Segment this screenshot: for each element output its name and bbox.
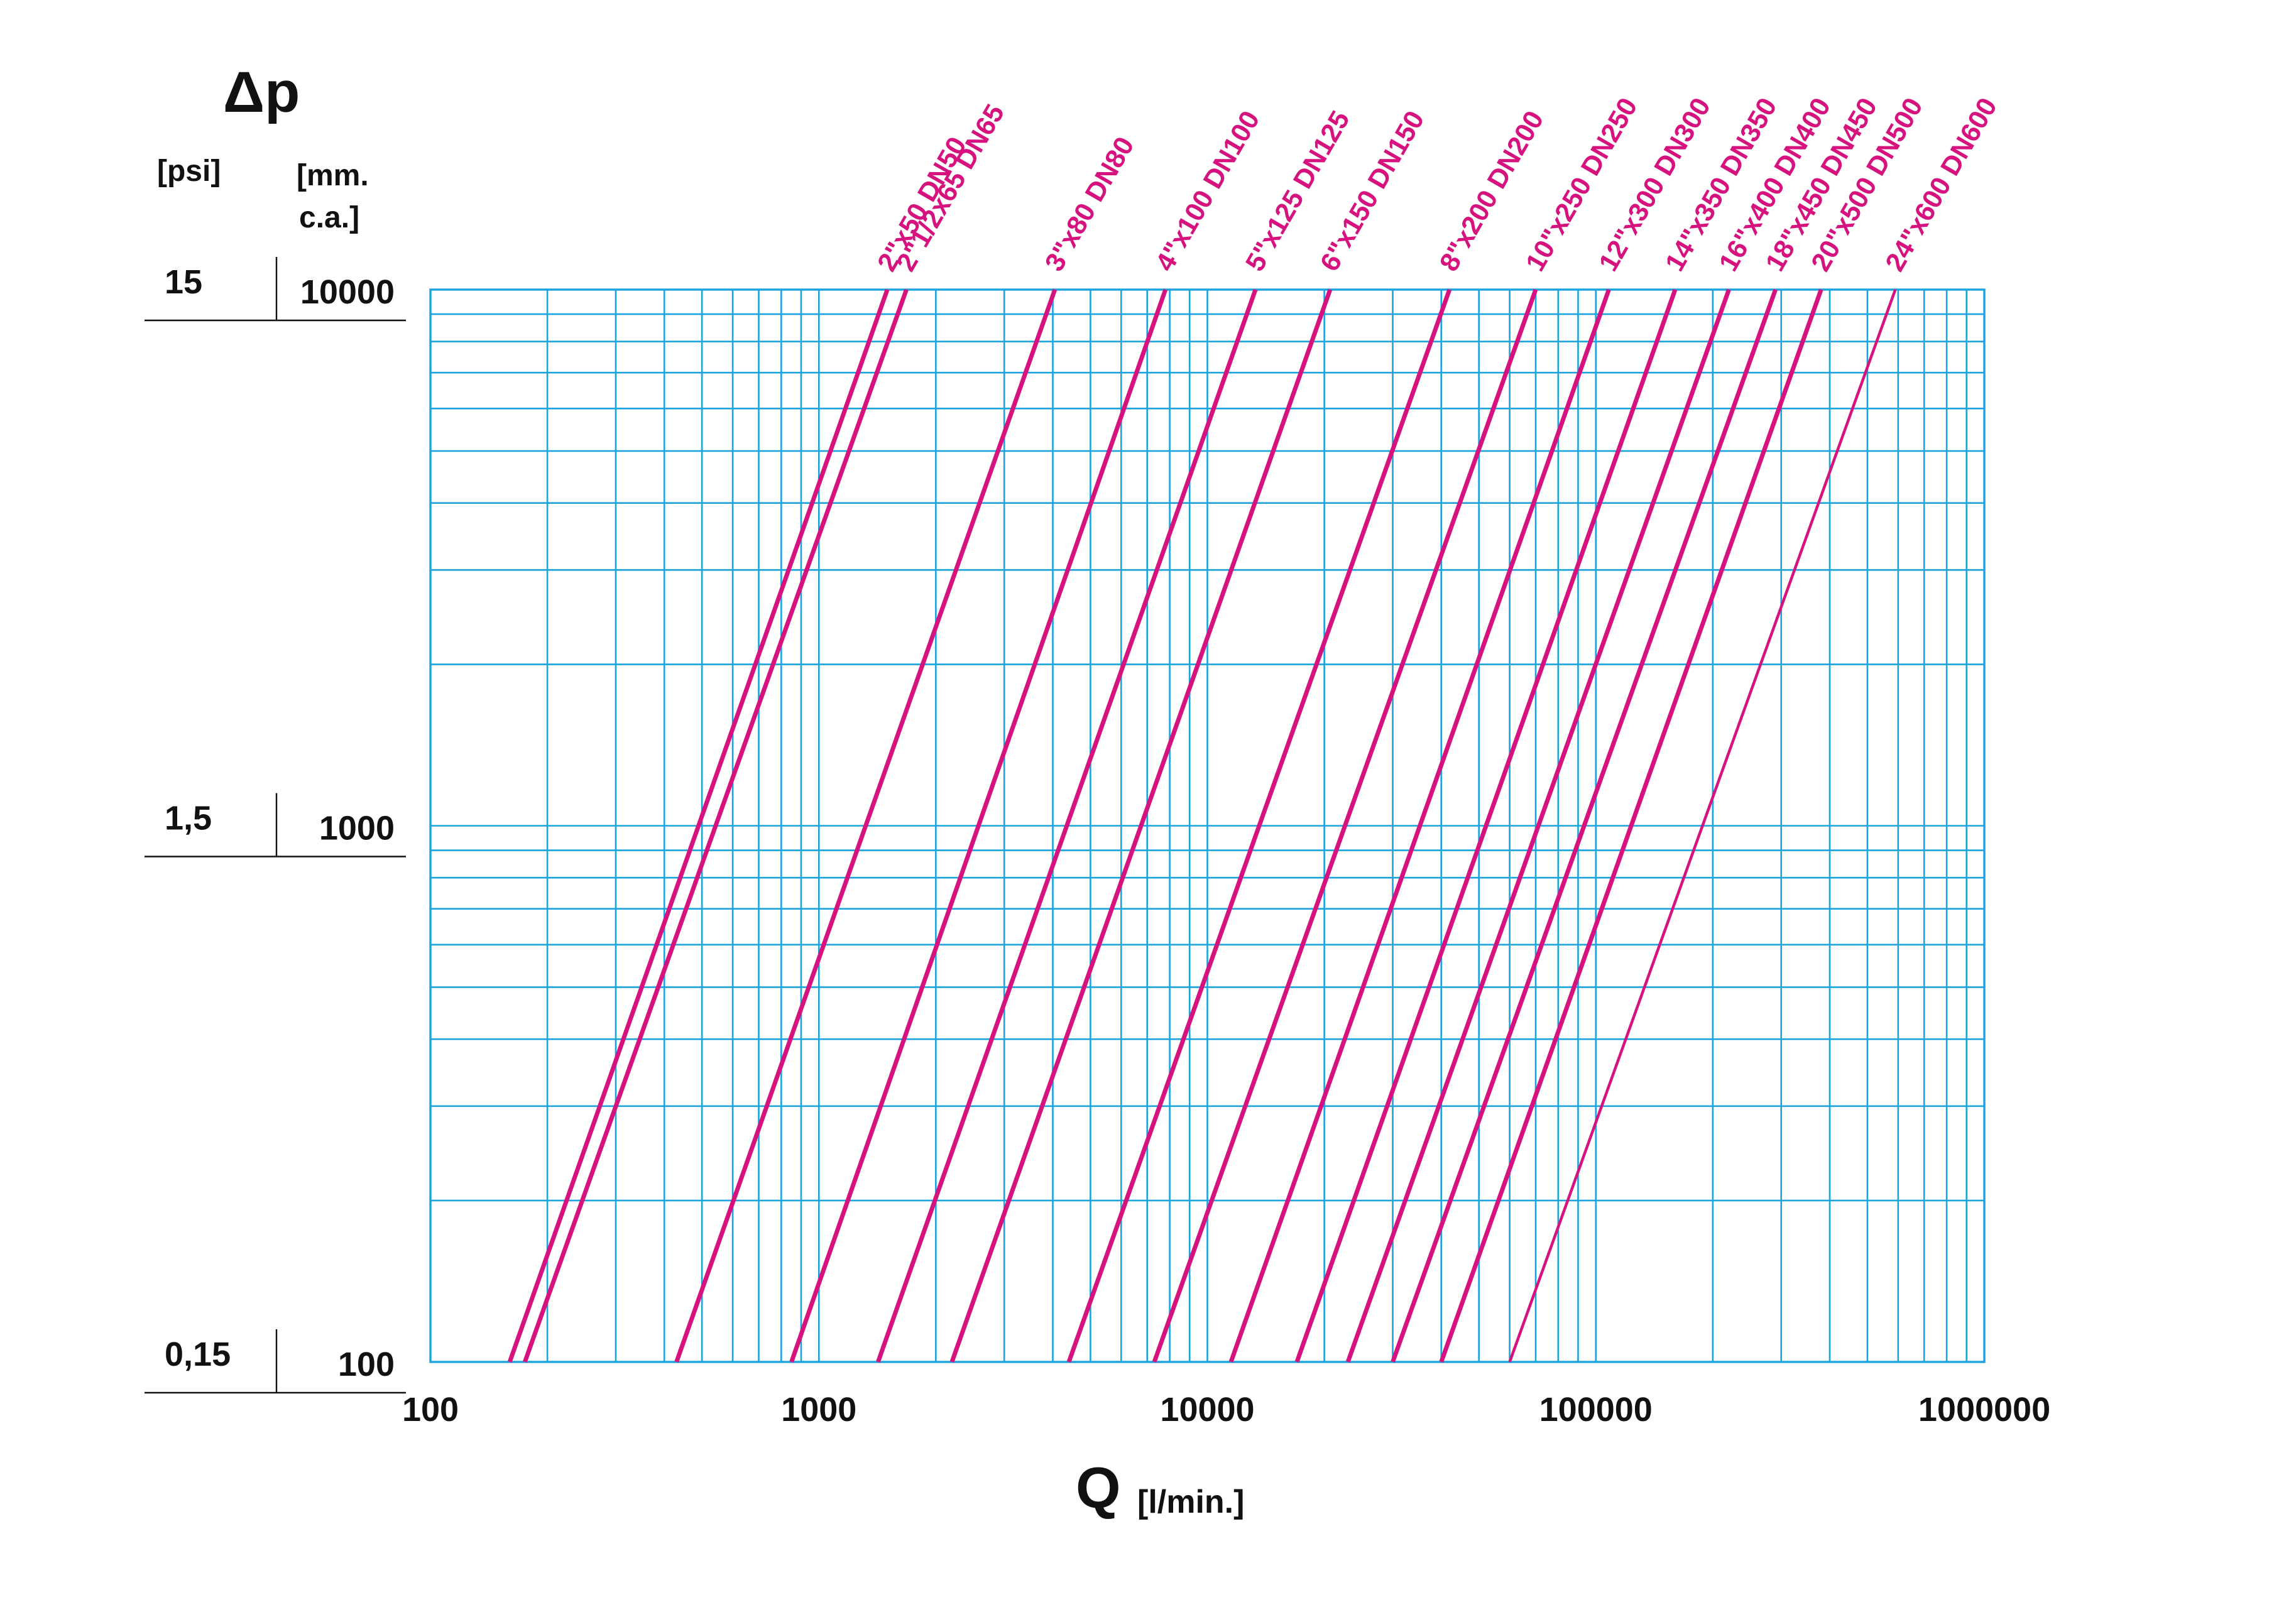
series-line [1391, 288, 1778, 1363]
series-line [522, 288, 909, 1363]
series-line [1228, 288, 1611, 1363]
y-unit-mmca-line1: [mm. [297, 159, 369, 192]
y-axis-ticks: 10000 15 1000 1,5 100 0,15 [145, 257, 406, 1394]
chart-series [507, 288, 1897, 1363]
y-unit-psi: [psi] [157, 155, 221, 188]
y-tick-label-mmca: 100 [338, 1346, 395, 1383]
series-line [1294, 288, 1678, 1363]
series-line [1508, 289, 1897, 1363]
series-line [789, 288, 1168, 1363]
series-line [1152, 288, 1538, 1363]
x-tick-label: 10000 [1160, 1391, 1254, 1429]
series-line [949, 288, 1333, 1363]
series-line [1345, 288, 1731, 1363]
series-label: 3"x80 DN80 [1039, 132, 1140, 276]
x-axis-unit: [l/min.] [1137, 1484, 1244, 1520]
series-line [507, 288, 890, 1363]
x-tick-label: 100 [402, 1391, 459, 1429]
series-line [1066, 288, 1452, 1363]
y-tick-label-psi: 1,5 [165, 800, 212, 837]
x-tick-label: 100000 [1539, 1391, 1653, 1429]
y-tick-label-psi: 0,15 [165, 1336, 231, 1373]
y-unit-mmca-line2: c.a.] [299, 201, 359, 234]
x-axis-title: Q [1076, 1456, 1121, 1520]
y-tick-label-mmca: 1000 [319, 810, 395, 847]
x-tick-label: 1000000 [1918, 1391, 2050, 1429]
series-line [876, 288, 1258, 1363]
y-axis-title: Δp [223, 60, 300, 124]
x-axis-ticks: 100 1000 10000 100000 1000000 [402, 1391, 2050, 1429]
x-tick-label: 1000 [781, 1391, 856, 1429]
y-tick-label-mmca: 10000 [300, 273, 395, 311]
series-line [1439, 288, 1823, 1363]
y-tick-label-psi: 15 [165, 263, 202, 301]
chart-grid [429, 288, 1986, 1363]
plot-frame [429, 288, 1986, 1363]
series-line [674, 288, 1058, 1363]
series-label: 2"1/2x65 DN65 [891, 99, 1010, 276]
